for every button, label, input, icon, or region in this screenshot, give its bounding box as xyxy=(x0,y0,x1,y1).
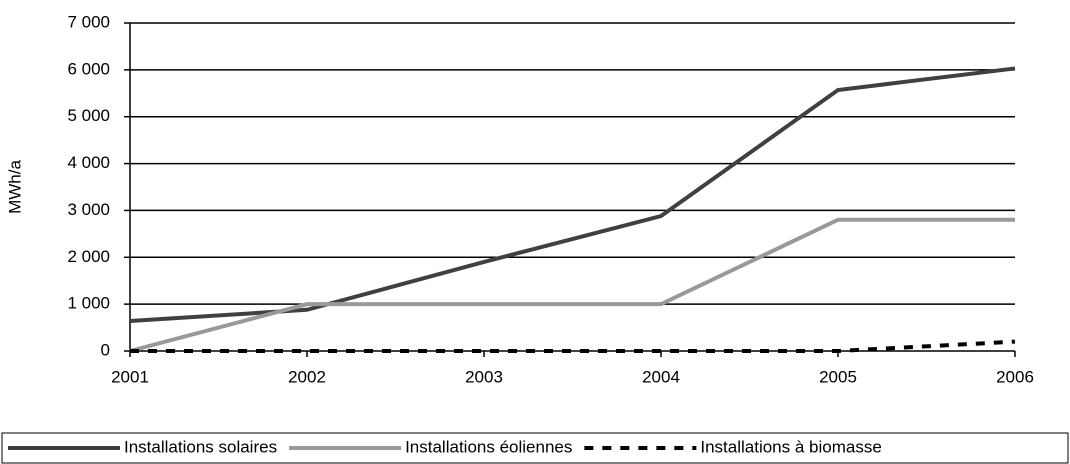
y-tick-label: 0 xyxy=(101,340,110,359)
series-line xyxy=(129,217,1015,353)
legend-box xyxy=(1,432,1069,464)
y-tick-label: 7 000 xyxy=(67,12,110,31)
series-line xyxy=(130,339,1016,353)
y-tick-label: 1 000 xyxy=(67,294,110,313)
y-tick-label: 3 000 xyxy=(67,200,110,219)
y-axis-label: MWh/a xyxy=(5,160,24,214)
legend-label: Installations éoliennes xyxy=(405,437,572,456)
y-tick-label: 5 000 xyxy=(67,106,110,125)
x-tick-label: 2003 xyxy=(465,367,503,386)
y-tick-label: 6 000 xyxy=(67,59,110,78)
y-tick-label: 4 000 xyxy=(67,153,110,172)
legend-label: Installations solaires xyxy=(124,437,277,456)
y-tick-label: 2 000 xyxy=(67,247,110,266)
x-tick-label: 2001 xyxy=(111,367,149,386)
series-line xyxy=(129,66,1016,324)
x-tick-label: 2005 xyxy=(819,367,857,386)
x-tick-label: 2004 xyxy=(642,367,680,386)
x-tick-label: 2006 xyxy=(996,367,1034,386)
legend-label: Installations à biomasse xyxy=(700,437,881,456)
x-tick-label: 2002 xyxy=(288,367,326,386)
